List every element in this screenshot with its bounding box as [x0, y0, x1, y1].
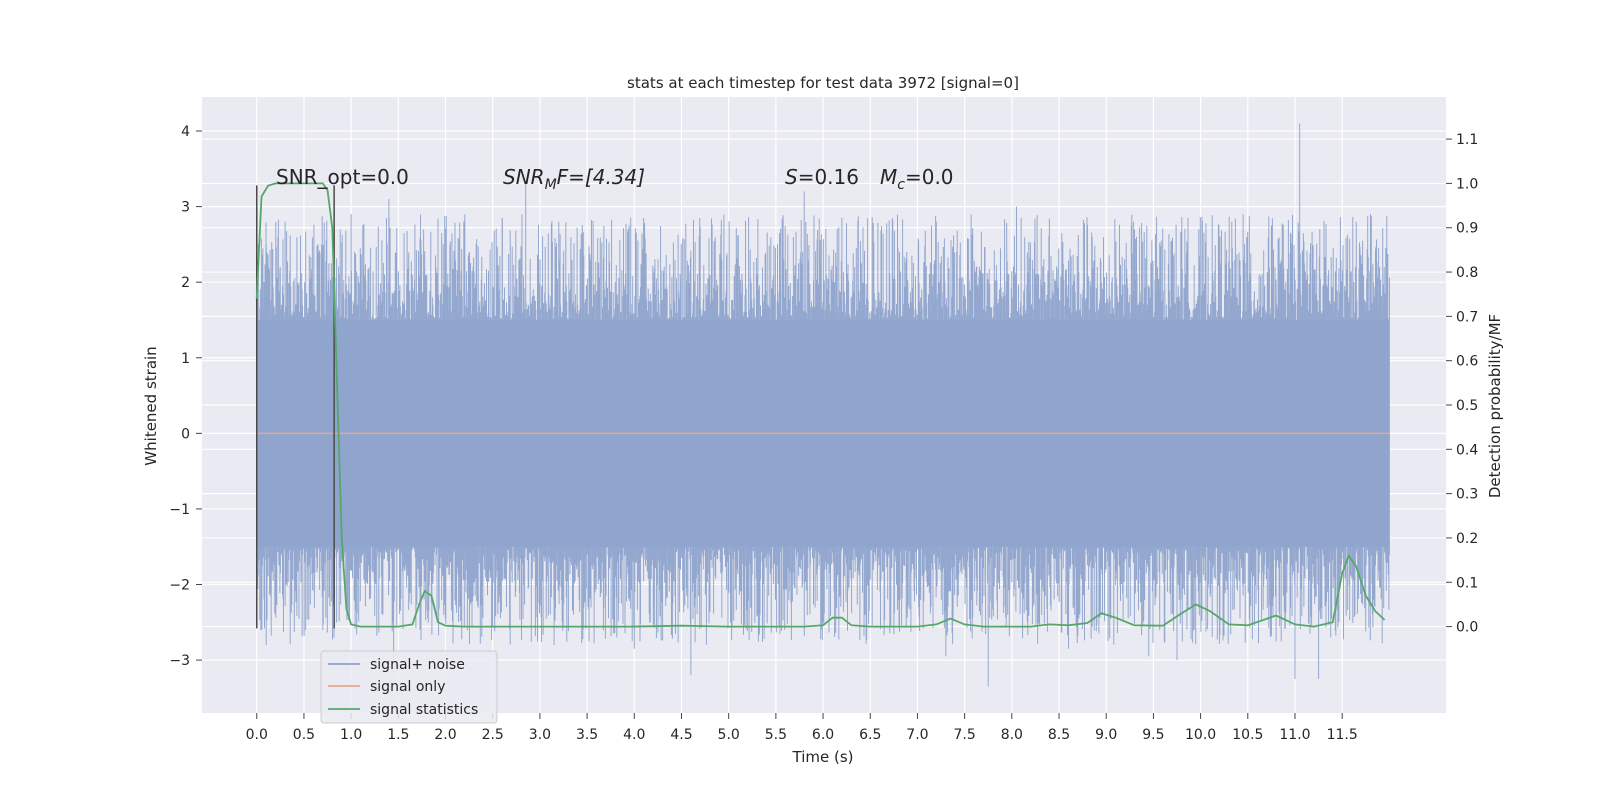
- x-tick-label: 5.0: [718, 727, 740, 743]
- y2-tick-label: 1.1: [1456, 132, 1478, 148]
- signal-statistics-series: [255, 182, 1386, 628]
- x-tick-label: 0.0: [246, 727, 268, 743]
- x-tick-label: 3.0: [529, 727, 551, 743]
- x-tick-label: 4.0: [623, 727, 645, 743]
- annotation-s: S=0.16: [785, 165, 859, 189]
- y2-tick-label: 0.5: [1456, 398, 1478, 414]
- x-tick-label: 9.5: [1142, 727, 1164, 743]
- y-tick-label: −3: [169, 653, 190, 669]
- y-tick-label: 1: [181, 351, 190, 367]
- chart-title: stats at each timestep for test data 397…: [627, 74, 1019, 92]
- legend: signal+ noise signal only signal statist…: [320, 650, 498, 724]
- x-tick-label: 1.5: [387, 727, 409, 743]
- y2-tick-label: 1.0: [1456, 176, 1478, 192]
- y2-axis-ticks: 0.0 0.1 0.2 0.3 0.4 0.5 0.6 0.7 0.8 0.9 1.0 1.1: [1446, 132, 1478, 636]
- x-tick-label: 7.0: [906, 727, 928, 743]
- x-tick-label: 11.5: [1327, 727, 1358, 743]
- y2-tick-label: 0.9: [1456, 221, 1478, 237]
- annotation-snr-opt: SNR_opt=0.0: [276, 165, 409, 189]
- x-tick-label: 8.0: [1001, 727, 1023, 743]
- y2-tick-label: 0.6: [1456, 354, 1478, 370]
- y-axis-label: Whitened strain: [142, 346, 160, 465]
- x-axis-label: Time (s): [792, 748, 854, 766]
- x-tick-label: 2.0: [434, 727, 456, 743]
- y2-tick-label: 0.1: [1456, 575, 1478, 591]
- y-tick-label: 3: [181, 200, 190, 216]
- y2-tick-label: 0.3: [1456, 487, 1478, 503]
- y2-axis-label: Detection probability/MF: [1486, 314, 1504, 498]
- y2-tick-label: 0.7: [1456, 309, 1478, 325]
- legend-box: [320, 650, 498, 724]
- x-tick-label: 6.0: [812, 727, 834, 743]
- signal-statistics-line: [255, 182, 1386, 628]
- y-axis-ticks: −3 −2 −1 0 1 2 3 4: [169, 124, 202, 669]
- x-tick-label: 2.5: [482, 727, 504, 743]
- y2-tick-label: 0.2: [1456, 531, 1478, 547]
- x-tick-label: 8.5: [1048, 727, 1070, 743]
- x-tick-label: 10.0: [1185, 727, 1216, 743]
- y2-tick-label: 0.8: [1456, 265, 1478, 281]
- x-tick-label: 7.5: [954, 727, 976, 743]
- x-tick-label: 5.5: [765, 727, 787, 743]
- legend-label-signal-noise: signal+ noise: [370, 657, 465, 673]
- legend-label-signal-only: signal only: [370, 679, 445, 695]
- y-tick-label: 4: [181, 124, 190, 140]
- y-tick-label: −2: [169, 578, 190, 594]
- x-tick-label: 10.5: [1232, 727, 1263, 743]
- y2-tick-label: 0.4: [1456, 442, 1478, 458]
- x-axis-ticks: 0.0 0.5 1.0 1.5 2.0 2.5 3.0 3.5 4.0 4.5 5.0 5.5 6.0 6…: [246, 713, 1358, 743]
- x-tick-label: 9.0: [1095, 727, 1117, 743]
- x-tick-label: 3.5: [576, 727, 598, 743]
- legend-label-signal-statistics: signal statistics: [370, 702, 478, 718]
- annotation-mc: Mc=0.0: [880, 165, 954, 193]
- annotation-snr-mf: SNRMF=[4.34]: [503, 165, 645, 193]
- y-tick-label: 2: [181, 275, 190, 291]
- x-tick-label: 11.0: [1279, 727, 1310, 743]
- x-tick-label: 6.5: [859, 727, 881, 743]
- y-tick-label: 0: [181, 426, 190, 442]
- x-tick-label: 1.0: [340, 727, 362, 743]
- y-tick-label: −1: [169, 502, 190, 518]
- y2-tick-label: 0.0: [1456, 620, 1478, 636]
- x-tick-label: 0.5: [293, 727, 315, 743]
- x-tick-label: 4.5: [670, 727, 692, 743]
